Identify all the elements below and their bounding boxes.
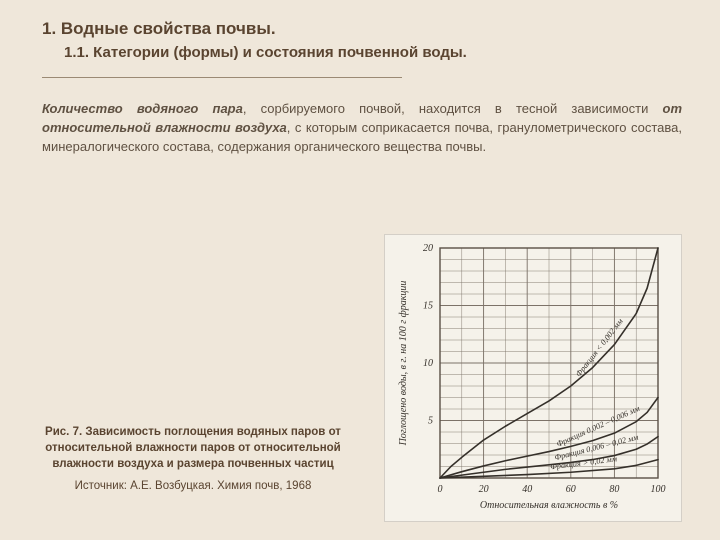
svg-text:10: 10 xyxy=(423,358,433,369)
figure-caption: Рис. 7. Зависимость поглощения водяных п… xyxy=(42,424,362,522)
divider xyxy=(42,77,402,78)
document-page: 1. Водные свойства почвы. 1.1. Категории… xyxy=(0,0,720,540)
svg-text:Поглощено воды, в г. на 100 г: Поглощено воды, в г. на 100 г фракции xyxy=(398,281,409,447)
caption-source: Источник: А.Е. Возбуцкая. Химия почв, 19… xyxy=(42,478,344,494)
absorption-chart: 0 20 40 60 80 100 5 10 15 20 Относительная влажнос… xyxy=(384,234,682,522)
svg-text:100: 100 xyxy=(651,484,666,495)
svg-text:40: 40 xyxy=(522,484,532,495)
heading-1: 1. Водные свойства почвы. xyxy=(42,18,682,41)
svg-text:80: 80 xyxy=(609,484,619,495)
svg-text:0: 0 xyxy=(438,484,443,495)
svg-text:60: 60 xyxy=(566,484,576,495)
heading-2: 1.1. Категории (формы) и состояния почве… xyxy=(64,43,682,63)
svg-text:Относительная влажность в %: Относительная влажность в % xyxy=(480,500,618,511)
svg-text:5: 5 xyxy=(428,416,433,427)
svg-text:20: 20 xyxy=(479,484,489,495)
chart-container: 0 20 40 60 80 100 5 10 15 20 Относительная влажнос… xyxy=(362,234,682,522)
caption-title: Рис. 7. Зависимость поглощения водяных п… xyxy=(42,424,344,472)
svg-text:20: 20 xyxy=(423,243,433,254)
paragraph-lead: Количество водяного пара xyxy=(42,101,243,116)
paragraph-text-1: , сорбируемого почвой, находится в тесно… xyxy=(243,101,663,116)
svg-text:15: 15 xyxy=(423,301,433,312)
body-paragraph: Количество водяного пара, сорбируемого п… xyxy=(42,100,682,157)
lower-region: Рис. 7. Зависимость поглощения водяных п… xyxy=(42,232,682,522)
